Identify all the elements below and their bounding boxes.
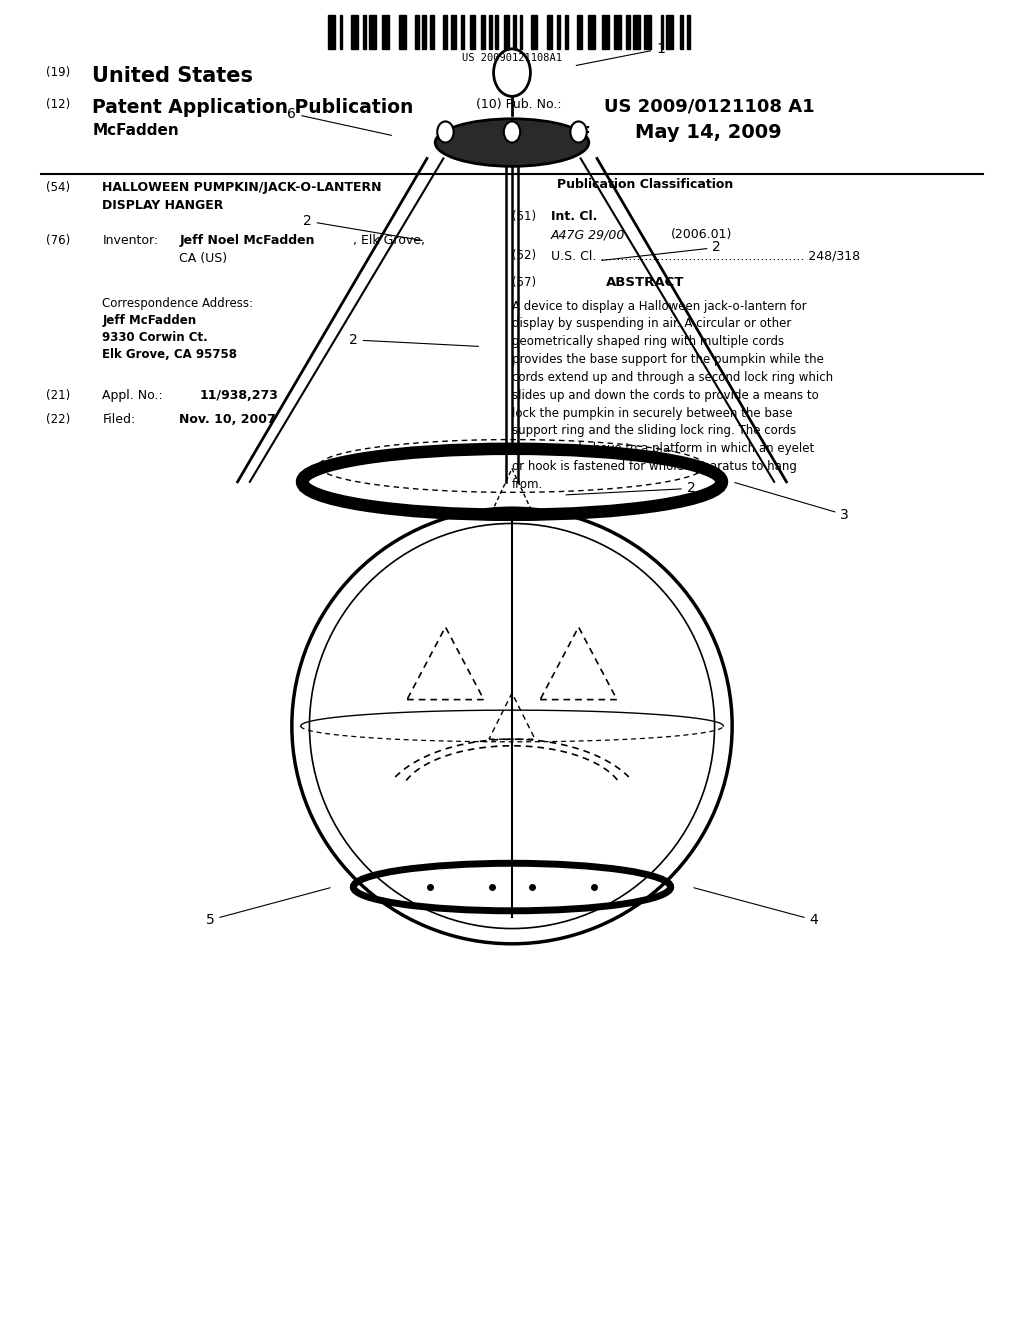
Bar bbox=[644, 15, 651, 49]
Text: Patent Application Publication: Patent Application Publication bbox=[92, 98, 414, 116]
Bar bbox=[578, 15, 582, 49]
Text: DISPLAY HANGER: DISPLAY HANGER bbox=[102, 199, 224, 213]
Bar bbox=[364, 15, 366, 49]
Text: Correspondence Address:: Correspondence Address: bbox=[102, 297, 253, 310]
Bar bbox=[547, 15, 552, 49]
Text: 5: 5 bbox=[206, 888, 330, 927]
Circle shape bbox=[504, 121, 520, 143]
Text: 11/938,273: 11/938,273 bbox=[200, 389, 279, 403]
Text: 2: 2 bbox=[349, 333, 478, 347]
Bar bbox=[667, 15, 673, 49]
Circle shape bbox=[570, 121, 587, 143]
Text: (52): (52) bbox=[512, 249, 537, 263]
Text: , Elk Grove,: , Elk Grove, bbox=[353, 234, 425, 247]
Bar bbox=[680, 15, 683, 49]
Bar bbox=[383, 15, 389, 49]
Text: 1: 1 bbox=[577, 42, 665, 66]
Text: or hook is fastened for whole apparatus to hang: or hook is fastened for whole apparatus … bbox=[512, 461, 797, 473]
Text: May 14, 2009: May 14, 2009 bbox=[635, 123, 781, 141]
Bar bbox=[328, 15, 696, 49]
Text: (21): (21) bbox=[46, 389, 71, 403]
Text: Jeff Noel McFadden: Jeff Noel McFadden bbox=[179, 234, 314, 247]
Text: Nov. 10, 2007: Nov. 10, 2007 bbox=[179, 413, 275, 426]
Text: U.S. Cl. ................................................... 248/318: U.S. Cl. ...............................… bbox=[551, 249, 860, 263]
Text: 3: 3 bbox=[735, 483, 849, 521]
Bar bbox=[470, 15, 475, 49]
Text: (43) Pub. Date:: (43) Pub. Date: bbox=[476, 123, 591, 136]
Text: from.: from. bbox=[512, 478, 544, 491]
Text: support ring and the sliding lock ring. The cords: support ring and the sliding lock ring. … bbox=[512, 425, 796, 437]
Text: Publication Classification: Publication Classification bbox=[557, 178, 733, 191]
Bar bbox=[328, 15, 335, 49]
Text: lock the pumpkin in securely between the base: lock the pumpkin in securely between the… bbox=[512, 407, 793, 420]
Text: (76): (76) bbox=[46, 234, 71, 247]
Bar bbox=[588, 15, 595, 49]
Bar bbox=[430, 15, 434, 49]
Text: 9330 Corwin Ct.: 9330 Corwin Ct. bbox=[102, 331, 208, 345]
Text: United States: United States bbox=[92, 66, 253, 86]
Bar bbox=[369, 15, 376, 49]
Bar bbox=[565, 15, 568, 49]
Ellipse shape bbox=[292, 508, 732, 944]
Text: Inventor:: Inventor: bbox=[102, 234, 159, 247]
Text: 6: 6 bbox=[288, 107, 391, 136]
Text: 2: 2 bbox=[602, 240, 721, 260]
Bar bbox=[461, 15, 464, 49]
Text: cords extend up and through a second lock ring which: cords extend up and through a second loc… bbox=[512, 371, 834, 384]
Text: US 2009/0121108 A1: US 2009/0121108 A1 bbox=[604, 98, 815, 116]
Text: Elk Grove, CA 95758: Elk Grove, CA 95758 bbox=[102, 348, 238, 362]
Bar bbox=[530, 15, 538, 49]
Bar bbox=[602, 15, 608, 49]
Text: (2006.01): (2006.01) bbox=[671, 228, 732, 242]
Text: (51): (51) bbox=[512, 210, 537, 223]
Text: (57): (57) bbox=[512, 276, 537, 289]
Text: (10) Pub. No.:: (10) Pub. No.: bbox=[476, 98, 562, 111]
Text: HALLOWEEN PUMPKIN/JACK-O-LANTERN: HALLOWEEN PUMPKIN/JACK-O-LANTERN bbox=[102, 181, 382, 194]
Text: provides the base support for the pumpkin while the: provides the base support for the pumpki… bbox=[512, 354, 824, 366]
Text: A47G 29/00: A47G 29/00 bbox=[551, 228, 626, 242]
Bar bbox=[399, 15, 406, 49]
Text: 2: 2 bbox=[303, 214, 422, 240]
Bar bbox=[614, 15, 622, 49]
Bar bbox=[442, 15, 447, 49]
Bar bbox=[556, 15, 560, 49]
Bar bbox=[340, 15, 342, 49]
Bar bbox=[627, 15, 630, 49]
Text: (19): (19) bbox=[46, 66, 71, 79]
Bar bbox=[505, 15, 509, 49]
Text: Filed:: Filed: bbox=[102, 413, 135, 426]
Text: 4: 4 bbox=[694, 888, 818, 927]
Bar bbox=[481, 15, 484, 49]
Text: slides up and down the cords to provide a means to: slides up and down the cords to provide … bbox=[512, 389, 819, 401]
Bar bbox=[351, 15, 358, 49]
Bar bbox=[633, 15, 640, 49]
Text: US 20090121108A1: US 20090121108A1 bbox=[462, 53, 562, 63]
Bar bbox=[422, 15, 426, 49]
Text: McFadden: McFadden bbox=[92, 123, 179, 137]
Ellipse shape bbox=[435, 119, 589, 166]
Bar bbox=[660, 15, 663, 49]
Text: Int. Cl.: Int. Cl. bbox=[551, 210, 597, 223]
Text: Appl. No.:: Appl. No.: bbox=[102, 389, 163, 403]
Bar bbox=[519, 15, 522, 49]
Text: geometrically shaped ring with multiple cords: geometrically shaped ring with multiple … bbox=[512, 335, 784, 348]
Bar bbox=[489, 15, 492, 49]
Bar bbox=[495, 15, 499, 49]
Text: are secured above to a platform in which an eyelet: are secured above to a platform in which… bbox=[512, 442, 814, 455]
Text: CA (US): CA (US) bbox=[179, 252, 227, 265]
Circle shape bbox=[437, 121, 454, 143]
Bar bbox=[513, 15, 516, 49]
Text: (22): (22) bbox=[46, 413, 71, 426]
Text: Jeff McFadden: Jeff McFadden bbox=[102, 314, 197, 327]
Text: 2: 2 bbox=[566, 482, 695, 495]
Bar bbox=[416, 15, 419, 49]
Text: (12): (12) bbox=[46, 98, 71, 111]
Text: (54): (54) bbox=[46, 181, 71, 194]
Bar bbox=[451, 15, 456, 49]
Text: A device to display a Halloween jack-o-lantern for: A device to display a Halloween jack-o-l… bbox=[512, 300, 807, 313]
Text: display by suspending in air. A circular or other: display by suspending in air. A circular… bbox=[512, 318, 792, 330]
Text: ABSTRACT: ABSTRACT bbox=[606, 276, 684, 289]
Bar bbox=[687, 15, 690, 49]
